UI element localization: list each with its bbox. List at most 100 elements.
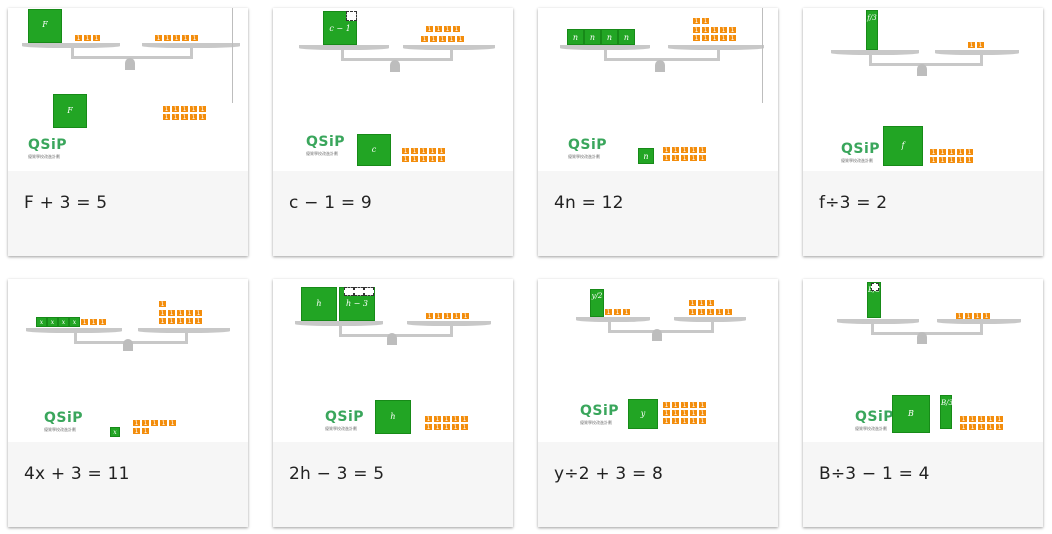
variable-block: x	[110, 427, 120, 437]
qsip-logo: QSiP 優質學校改進計劃	[855, 409, 895, 431]
scale-stand	[387, 333, 397, 345]
variable-block: h	[375, 400, 411, 434]
qsip-logo: QSiP 優質學校改進計劃	[28, 137, 68, 159]
scale-stand	[125, 58, 135, 70]
scale-pan-right	[937, 319, 1021, 324]
equation-text: 4x + 3 = 11	[24, 464, 130, 484]
negative-unit	[364, 287, 374, 296]
variable-block: n	[618, 29, 635, 45]
scale-frame	[604, 48, 720, 61]
scale-pan-right	[138, 328, 230, 333]
variable-block: n	[567, 29, 584, 45]
scale-pan-right	[407, 321, 491, 326]
variable-block: n	[584, 29, 601, 45]
variable-block: B/3	[940, 395, 953, 429]
qsip-logo: QSiP 優質學校改進計劃	[841, 141, 881, 163]
scale-pan-right	[142, 43, 240, 48]
equation-text: B÷3 − 1 = 4	[819, 464, 930, 484]
card-caption: f÷3 = 2	[803, 171, 1043, 256]
scale-frame	[871, 322, 983, 335]
equation-text: f÷3 = 2	[819, 193, 888, 213]
variable-block: c	[357, 134, 391, 166]
negative-unit	[354, 287, 364, 296]
negative-unit	[346, 11, 357, 21]
qsip-logo: QSiP 優質學校改進計劃	[325, 409, 365, 431]
scale-pan-left	[299, 45, 389, 50]
negative-unit	[344, 287, 354, 296]
scale-pan-left	[295, 321, 383, 326]
equation-text: F + 3 = 5	[24, 193, 108, 213]
variable-block: n	[638, 148, 654, 164]
scale-pan-left	[560, 45, 650, 50]
variable-block: y/2	[590, 289, 604, 317]
scale-pan-right	[935, 50, 1019, 55]
qsip-logo: QSiP 優質學校改進計劃	[306, 134, 346, 156]
scale-frame	[341, 48, 453, 61]
variable-block: B	[892, 395, 930, 433]
scale-frame	[71, 46, 193, 59]
variable-block: F	[28, 9, 62, 43]
card-caption: 4x + 3 = 11	[8, 442, 248, 527]
scale-pan-right	[668, 45, 764, 50]
variable-block: f	[883, 126, 923, 166]
variable-block: h	[301, 287, 337, 321]
variable-block: n	[601, 29, 618, 45]
qsip-logo: QSiP 優質學校改進計劃	[580, 403, 620, 425]
scale-stand	[917, 332, 927, 344]
variable-block: x	[58, 317, 69, 327]
scale-stand	[123, 339, 133, 351]
equation-text: 2h − 3 = 5	[289, 464, 385, 484]
variable-block: x	[36, 317, 47, 327]
card-caption: B÷3 − 1 = 4	[803, 442, 1043, 527]
unit-blocks: 1	[158, 300, 167, 308]
scale-frame	[869, 53, 983, 66]
equation-text: c − 1 = 9	[289, 193, 372, 213]
variable-block: f/3	[866, 10, 878, 50]
scale-pan-right	[674, 317, 746, 322]
divider-line	[232, 8, 233, 103]
scale-stand	[390, 60, 400, 72]
card-caption: y÷2 + 3 = 8	[538, 442, 778, 527]
divider-line	[762, 8, 763, 103]
equation-text: 4n = 12	[554, 193, 624, 213]
scale-stand	[655, 60, 665, 72]
variable-block: F	[53, 94, 87, 128]
scale-pan-left	[576, 317, 650, 322]
negative-unit	[871, 283, 879, 291]
scale-pan-left	[22, 43, 120, 48]
